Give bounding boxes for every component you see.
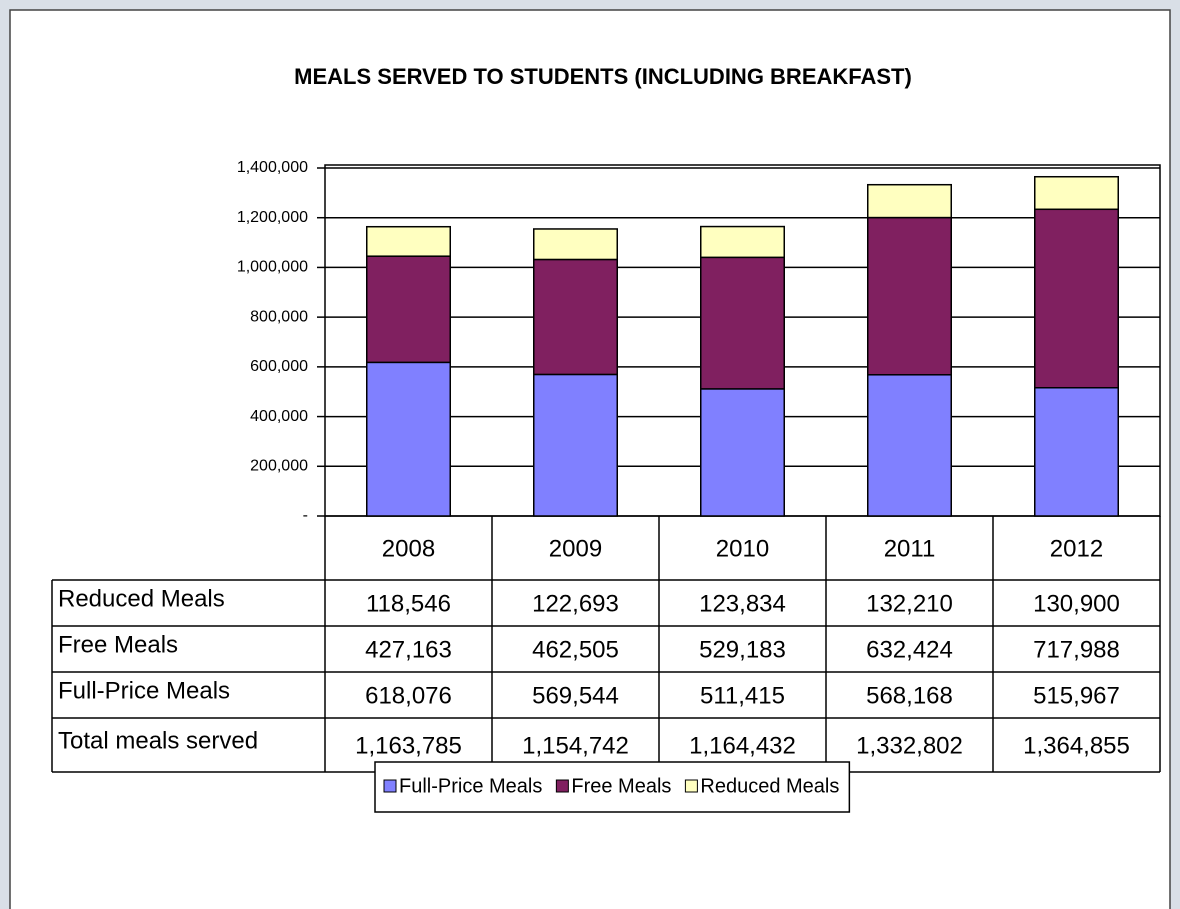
y-tick-label: 800,000 — [250, 308, 308, 325]
table-value: 1,164,432 — [689, 732, 796, 759]
x-tick-label: 2012 — [1050, 535, 1103, 562]
legend-swatch — [555, 779, 569, 793]
bar-segment — [700, 256, 785, 390]
bar-segment — [1034, 386, 1119, 517]
bar-segment — [533, 228, 618, 261]
row-label: Full-Price Meals — [58, 677, 230, 704]
table-value: 1,332,802 — [856, 732, 963, 759]
x-tick-label: 2008 — [382, 535, 435, 562]
table-value: 462,505 — [532, 636, 619, 663]
bar-segment — [700, 225, 785, 259]
bar-segment — [533, 373, 618, 517]
table-value: 427,163 — [365, 636, 452, 663]
bar-segment — [867, 216, 952, 376]
y-tick-label: - — [303, 507, 308, 524]
bar-segment — [867, 374, 952, 517]
bar-segment — [533, 258, 618, 376]
legend-label: Reduced Meals — [700, 775, 839, 797]
table-value: 569,544 — [532, 682, 619, 709]
bar-segment — [700, 388, 785, 517]
legend-label: Full-Price Meals — [399, 775, 542, 797]
bar-segment — [366, 255, 451, 364]
y-tick-label: 200,000 — [250, 458, 308, 475]
bar-segment — [366, 225, 451, 257]
x-tick-label: 2011 — [884, 535, 936, 562]
row-label: Free Meals — [58, 631, 178, 658]
table-value: 568,168 — [866, 682, 953, 709]
table-value: 1,163,785 — [355, 732, 462, 759]
table-value: 1,154,742 — [522, 732, 629, 759]
x-tick-label: 2009 — [549, 535, 602, 562]
bar-segment — [1034, 175, 1119, 211]
bar-segment — [867, 183, 952, 219]
row-label: Total meals served — [58, 727, 258, 754]
y-tick-label: 1,200,000 — [237, 209, 308, 226]
table-value: 529,183 — [699, 636, 786, 663]
table-value: 511,415 — [700, 682, 785, 709]
table-value: 717,988 — [1033, 636, 1120, 663]
table-value: 618,076 — [365, 682, 452, 709]
legend-swatch — [684, 779, 698, 793]
table-value: 118,546 — [366, 590, 451, 617]
table-value: 130,900 — [1033, 590, 1120, 617]
row-label: Reduced Meals — [58, 585, 225, 612]
y-tick-label: 1,400,000 — [237, 159, 308, 176]
bar-segment — [1034, 208, 1119, 389]
legend-swatch — [383, 779, 397, 793]
table-value: 515,967 — [1033, 682, 1120, 709]
bar-segment — [366, 361, 451, 517]
y-tick-label: 1,000,000 — [237, 259, 308, 276]
table-value: 632,424 — [866, 636, 953, 663]
x-tick-label: 2010 — [716, 535, 769, 562]
chart-title: MEALS SERVED TO STUDENTS (INCLUDING BREA… — [294, 64, 912, 89]
y-tick-label: 400,000 — [250, 408, 308, 425]
table-value: 122,693 — [532, 590, 619, 617]
table-value: 132,210 — [866, 590, 953, 617]
table-value: 1,364,855 — [1023, 732, 1130, 759]
legend-label: Free Meals — [571, 775, 671, 797]
legend — [374, 761, 851, 813]
y-tick-label: 600,000 — [250, 358, 308, 375]
table-value: 123,834 — [699, 590, 786, 617]
